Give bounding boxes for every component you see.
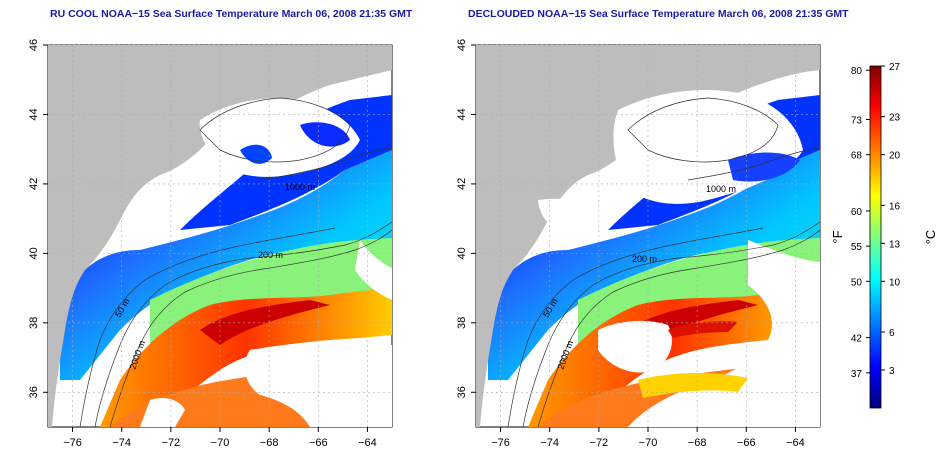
colorbar-c-label: °C bbox=[923, 230, 938, 245]
grid-right bbox=[476, 44, 820, 427]
lon-tick-label: −76 bbox=[491, 437, 510, 449]
colorbar-c-tick-label: 10 bbox=[889, 277, 901, 288]
colorbar-f-tick-label: 80 bbox=[851, 66, 863, 77]
colorbar-f-ticks: 80 73 68 60 55 50 42 37 bbox=[851, 66, 870, 380]
contour-label-200m: 200 m bbox=[632, 254, 657, 264]
land-mass bbox=[48, 45, 392, 427]
land-mass bbox=[476, 45, 820, 427]
contour-label-1000m: 1000 m bbox=[285, 182, 315, 192]
colorbar-ramp bbox=[869, 65, 882, 409]
colorbar-f-tick-label: 50 bbox=[851, 277, 863, 288]
lon-tick-label: −70 bbox=[211, 437, 230, 449]
lat-tick-label: 42 bbox=[28, 178, 40, 190]
contour-label-200m: 200 m bbox=[258, 250, 283, 260]
panel-title-left: RU COOL NOAA−15 Sea Surface Temperature … bbox=[50, 8, 413, 20]
colorbar: °F °C 80 73 68 60 55 50 42 37 27 23 20 16 13 10 6 3 bbox=[830, 62, 938, 409]
bathymetry-contours bbox=[79, 97, 392, 427]
contour-label-1000m: 1000 m bbox=[706, 184, 736, 194]
grid-left bbox=[48, 44, 392, 427]
lon-tick-label: −66 bbox=[309, 437, 328, 449]
lon-tick-label: −70 bbox=[639, 437, 658, 449]
axis-ticks-left: −76 −74 −72 −70 −68 −66 −64 36 38 40 42 44 46 bbox=[28, 39, 377, 449]
lat-tick-label: 40 bbox=[28, 247, 40, 259]
colorbar-f-tick-label: 55 bbox=[851, 242, 863, 253]
colorbar-c-ticks: 27 23 20 16 13 10 6 3 bbox=[881, 62, 901, 377]
lon-tick-label: −72 bbox=[590, 437, 609, 449]
bathymetry-contours bbox=[507, 97, 820, 427]
colorbar-c-tick-label: 6 bbox=[889, 328, 895, 339]
lat-tick-label: 36 bbox=[456, 386, 468, 398]
lat-tick-label: 38 bbox=[456, 317, 468, 329]
lon-tick-label: −68 bbox=[688, 437, 707, 449]
lon-tick-label: −66 bbox=[737, 437, 756, 449]
colorbar-c-tick-label: 20 bbox=[889, 151, 901, 162]
colorbar-f-tick-label: 37 bbox=[851, 369, 863, 380]
lon-tick-label: −64 bbox=[786, 437, 805, 449]
map-panel-right: 50 m 2000 m 200 m 1000 m −76 −74 −72 −70 −68… bbox=[456, 39, 821, 449]
lat-tick-label: 40 bbox=[456, 247, 468, 259]
colorbar-f-tick-label: 73 bbox=[851, 115, 863, 126]
lat-tick-label: 44 bbox=[456, 108, 468, 120]
lon-tick-label: −74 bbox=[540, 437, 559, 449]
lat-tick-label: 38 bbox=[28, 317, 40, 329]
colorbar-c-tick-label: 23 bbox=[889, 113, 901, 124]
axis-ticks-right: −76 −74 −72 −70 −68 −66 −64 36 38 40 42 44 46 bbox=[456, 39, 805, 449]
lat-tick-label: 42 bbox=[456, 178, 468, 190]
map-panel-left: 50 m 2000 m 200 m 1000 m −76 −74 −72 −70 −68… bbox=[28, 39, 393, 449]
lat-tick-label: 44 bbox=[28, 108, 40, 120]
panel-title-right: DECLOUDED NOAA−15 Sea Surface Temperatur… bbox=[468, 8, 849, 20]
colorbar-f-tick-label: 60 bbox=[851, 207, 863, 218]
colorbar-f-label: °F bbox=[830, 230, 845, 243]
lon-tick-label: −72 bbox=[162, 437, 181, 449]
lon-tick-label: −64 bbox=[358, 437, 377, 449]
colorbar-f-tick-label: 42 bbox=[851, 334, 863, 345]
colorbar-c-tick-label: 3 bbox=[889, 366, 895, 377]
colorbar-f-tick-label: 68 bbox=[851, 151, 863, 162]
lat-tick-label: 36 bbox=[28, 386, 40, 398]
colorbar-c-tick-label: 27 bbox=[889, 62, 901, 73]
lat-tick-label: 46 bbox=[456, 39, 468, 51]
lat-tick-label: 46 bbox=[28, 39, 40, 51]
colorbar-c-tick-label: 16 bbox=[889, 201, 901, 212]
colorbar-c-tick-label: 13 bbox=[889, 239, 901, 250]
lon-tick-label: −76 bbox=[63, 437, 82, 449]
lon-tick-label: −74 bbox=[112, 437, 131, 449]
lon-tick-label: −68 bbox=[260, 437, 279, 449]
